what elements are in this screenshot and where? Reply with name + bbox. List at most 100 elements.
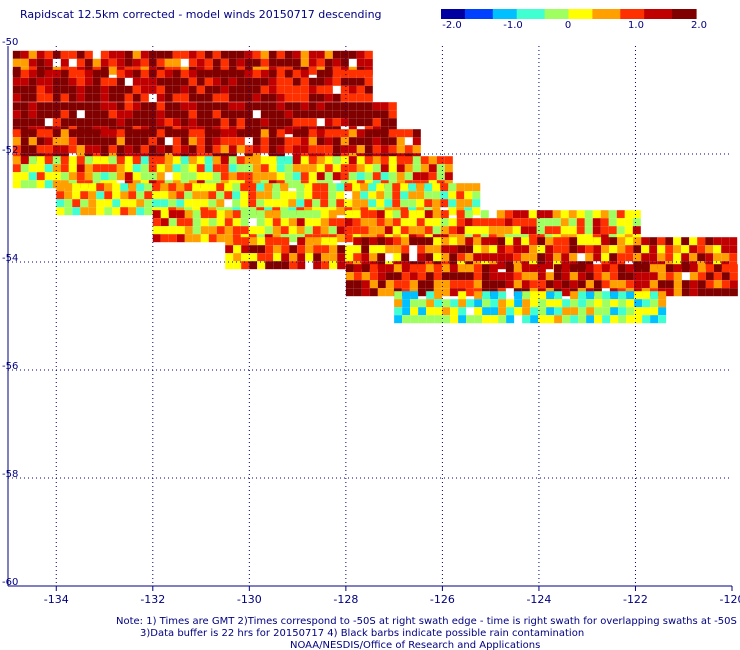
data-cell bbox=[240, 218, 249, 227]
data-cell bbox=[216, 234, 225, 243]
data-cell bbox=[84, 85, 93, 94]
data-cell bbox=[545, 237, 554, 246]
data-cell bbox=[490, 315, 499, 324]
data-cell bbox=[649, 237, 658, 246]
data-cell bbox=[393, 237, 402, 246]
data-cell bbox=[272, 218, 281, 227]
data-cell bbox=[610, 299, 619, 308]
data-cell bbox=[80, 183, 89, 192]
data-cell bbox=[472, 199, 481, 208]
data-cell bbox=[132, 93, 141, 102]
data-cell bbox=[348, 110, 357, 119]
data-cell bbox=[328, 226, 337, 235]
data-cell bbox=[52, 172, 61, 181]
data-cell bbox=[570, 315, 579, 324]
data-cell bbox=[292, 58, 301, 67]
data-cell bbox=[268, 58, 277, 67]
data-cell bbox=[376, 210, 385, 219]
data-cell bbox=[276, 172, 285, 181]
data-cell bbox=[252, 50, 261, 59]
data-cell bbox=[600, 218, 609, 227]
data-cell bbox=[713, 264, 722, 273]
data-cell bbox=[252, 58, 261, 67]
data-cell bbox=[530, 307, 539, 316]
data-cell bbox=[385, 245, 394, 254]
data-cell bbox=[497, 272, 506, 281]
data-cell bbox=[276, 85, 285, 94]
data-cell bbox=[260, 172, 269, 181]
data-cell bbox=[490, 307, 499, 316]
data-cell bbox=[417, 272, 426, 281]
data-cell bbox=[241, 261, 250, 270]
data-cell bbox=[498, 315, 507, 324]
data-cell bbox=[312, 191, 321, 200]
data-cell bbox=[364, 69, 373, 78]
data-cell bbox=[650, 315, 659, 324]
data-cell bbox=[410, 315, 419, 324]
data-cell bbox=[380, 118, 389, 127]
data-cell bbox=[68, 118, 77, 127]
data-cell bbox=[368, 191, 377, 200]
data-cell bbox=[372, 164, 381, 173]
data-cell bbox=[336, 191, 345, 200]
data-cell bbox=[104, 207, 113, 216]
data-cell bbox=[392, 218, 401, 227]
data-cell bbox=[721, 272, 730, 281]
data-cell bbox=[617, 280, 626, 289]
data-cell bbox=[300, 69, 309, 78]
data-cell bbox=[152, 199, 161, 208]
data-cell bbox=[409, 264, 418, 273]
data-cell bbox=[634, 315, 643, 324]
data-cell bbox=[225, 261, 234, 270]
data-cell bbox=[546, 291, 555, 300]
data-cell bbox=[92, 58, 101, 67]
data-cell bbox=[148, 129, 157, 138]
data-cell bbox=[388, 102, 397, 111]
data-cell bbox=[208, 183, 217, 192]
data-cell bbox=[304, 183, 313, 192]
data-cell bbox=[132, 118, 141, 127]
data-cell bbox=[284, 102, 293, 111]
data-cell bbox=[244, 118, 253, 127]
data-cell bbox=[401, 253, 410, 262]
data-cell bbox=[313, 245, 322, 254]
data-cell bbox=[28, 172, 37, 181]
data-cell bbox=[400, 226, 409, 235]
data-cell bbox=[257, 261, 266, 270]
data-cell bbox=[348, 118, 357, 127]
data-cell bbox=[156, 145, 165, 154]
data-cell bbox=[212, 156, 221, 165]
data-cell bbox=[240, 226, 249, 235]
data-cell bbox=[504, 210, 513, 219]
data-cell bbox=[236, 93, 245, 102]
data-cell bbox=[68, 137, 77, 146]
data-cell bbox=[96, 183, 105, 192]
data-cell bbox=[473, 245, 482, 254]
data-cell bbox=[545, 280, 554, 289]
data-cell bbox=[553, 280, 562, 289]
data-cell bbox=[248, 210, 257, 219]
data-cell bbox=[480, 210, 489, 219]
data-cell bbox=[84, 69, 93, 78]
data-cell bbox=[353, 280, 362, 289]
data-cell bbox=[681, 253, 690, 262]
data-cell bbox=[633, 253, 642, 262]
data-cell bbox=[650, 291, 659, 300]
data-cell bbox=[236, 145, 245, 154]
data-cell bbox=[344, 183, 353, 192]
data-cell bbox=[220, 50, 229, 59]
data-cell bbox=[324, 156, 333, 165]
data-cell bbox=[577, 237, 586, 246]
data-cell bbox=[92, 145, 101, 154]
data-cell bbox=[204, 137, 213, 146]
data-cell bbox=[520, 218, 529, 227]
data-cell bbox=[148, 164, 157, 173]
data-cell bbox=[388, 118, 397, 127]
data-cell bbox=[288, 210, 297, 219]
data-cell bbox=[168, 218, 177, 227]
data-cell bbox=[300, 137, 309, 146]
data-cell bbox=[132, 172, 141, 181]
data-cell bbox=[156, 85, 165, 94]
data-cell bbox=[538, 299, 547, 308]
data-cell bbox=[112, 207, 121, 216]
